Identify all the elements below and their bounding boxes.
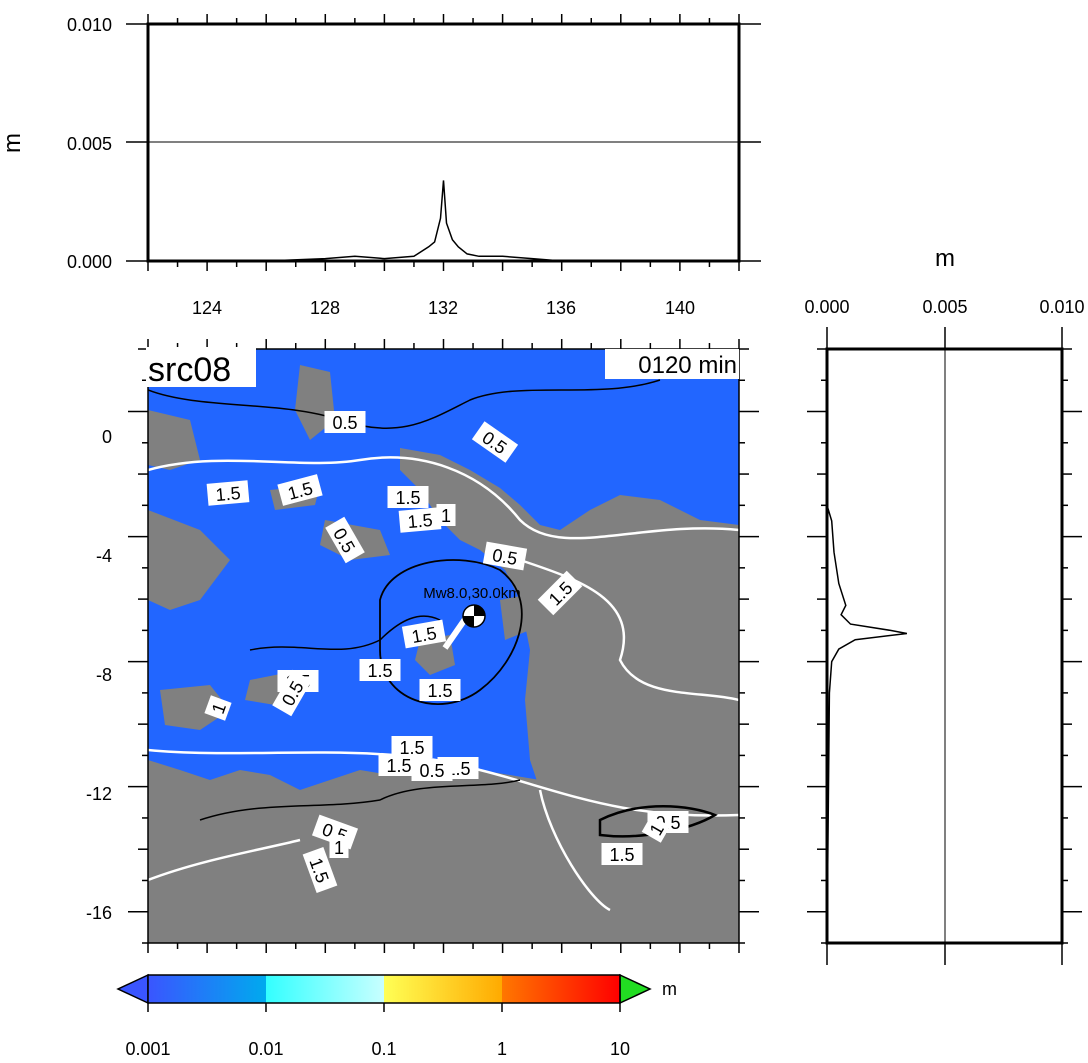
map-panel: 0 -4 -8 -12 -16: [86, 339, 759, 953]
contour-label: 1: [204, 695, 232, 721]
coastline-white: [148, 789, 611, 912]
contour-line: [199, 779, 521, 821]
contour-line: [379, 559, 523, 705]
right-axis-ticks: [807, 327, 1082, 965]
contour-line: [249, 615, 441, 651]
colorbar-segment: [384, 975, 502, 1003]
contour-label: 1.5: [359, 659, 401, 681]
contour-label: 0.5: [411, 759, 453, 781]
right-xtick-label: 0.010: [1039, 297, 1084, 317]
svg-text:1.5: 1.5: [367, 661, 392, 681]
colorbar-tick-label: 0.1: [371, 1039, 396, 1059]
top-profile-panel: m 0.010 0.005 0.000 124 128 132 136 140: [0, 14, 761, 318]
map-ytick-label: -4: [96, 546, 112, 566]
svg-text:1.5: 1.5: [410, 623, 438, 647]
contour-label-group: 0.50.51.51.51.51.510.50.51.51.51.51.50.5…: [204, 411, 689, 894]
top-ytick-label: 0.000: [67, 252, 112, 272]
event-label: Mw8.0,30.0km: [423, 585, 521, 602]
contour-label: 1.5: [419, 679, 461, 701]
contour-label: 1: [329, 836, 349, 858]
colorbar-under-arrow: [116, 973, 149, 1005]
beachball-quadrants: [463, 605, 485, 627]
colorbar-over-arrow: [619, 973, 652, 1005]
map-ytick-label: -12: [86, 784, 112, 804]
coastline-white: [148, 456, 739, 540]
contour-label: 1.5: [387, 486, 429, 508]
colorbar-tick-label: 0.01: [248, 1039, 283, 1059]
colorbar-segment: [148, 975, 266, 1003]
map-title: src08: [148, 351, 231, 389]
svg-text:0.5: 0.5: [332, 413, 357, 433]
right-xtick-label: 0.000: [804, 297, 849, 317]
top-axis-ticks: [126, 14, 761, 271]
right-profile-line: [826, 361, 908, 944]
amplitude-contours: [148, 379, 739, 912]
top-ytick-label: 0.010: [67, 15, 112, 35]
svg-text:0.5: 0.5: [491, 545, 519, 569]
contour-label: 1.5: [401, 619, 447, 649]
contour-label: 0.5: [324, 411, 366, 433]
svg-text:0.5: 0.5: [419, 761, 444, 781]
svg-text:1.5: 1.5: [386, 756, 411, 776]
top-ytick-label: 0.005: [67, 134, 112, 154]
contour-label: 1: [641, 815, 671, 843]
right-xtick-label: 0.005: [922, 297, 967, 317]
sulawesi-land: [148, 510, 230, 610]
svg-text:1.5: 1.5: [427, 681, 452, 701]
colorbar-ticks: [147, 1003, 621, 1012]
contour-label: 0.5: [471, 421, 519, 463]
contour-label: 1.5: [601, 843, 643, 865]
map-ytick-label: -16: [86, 903, 112, 923]
top-xtick-label: 136: [546, 298, 576, 318]
right-xlabel: m: [935, 245, 955, 272]
contour-line: [148, 379, 661, 430]
contour-label: 1.5: [398, 507, 442, 533]
colorbar-tick-label: 10: [610, 1039, 630, 1059]
contour-label: 1.5: [378, 754, 420, 776]
colorbar-unit: m: [662, 979, 677, 999]
map-ytick-label: -8: [96, 665, 112, 685]
borneo-land: [148, 410, 200, 470]
time-box: [605, 349, 739, 379]
top-xtick-label: 140: [665, 298, 695, 318]
top-xtick-label: 124: [192, 298, 222, 318]
top-xtick-label: 128: [310, 298, 340, 318]
contour-line: [598, 805, 718, 838]
contour-label: 1.5: [391, 736, 433, 758]
aru-land: [500, 595, 530, 640]
top-profile-line: [148, 180, 739, 262]
svg-text:1: 1: [334, 838, 344, 858]
colorbar: m 0.001 0.01 0.1 1 10: [116, 973, 677, 1059]
title-box: [146, 347, 256, 387]
colorbar-tick-label: 0.001: [125, 1039, 170, 1059]
colorbar-segment: [266, 975, 384, 1003]
top-xtick-label: 132: [428, 298, 458, 318]
svg-text:1.5: 1.5: [215, 483, 242, 505]
map-ytick-label: 0: [102, 427, 112, 447]
colorbar-tick-label: 1: [497, 1039, 507, 1059]
map-frame: [147, 348, 740, 944]
map-area: 0.50.51.51.51.51.510.50.51.51.51.51.50.5…: [148, 349, 739, 943]
source-mechanism: Mw8.0,30.0km: [423, 585, 521, 650]
top-ylabel: m: [0, 133, 26, 153]
time-label: 0120 min: [638, 352, 737, 379]
svg-text:1.5: 1.5: [399, 738, 424, 758]
colorbar-segment: [502, 975, 620, 1003]
contour-label: 1.5: [206, 480, 250, 506]
svg-text:1: 1: [441, 506, 451, 526]
svg-text:1.5: 1.5: [395, 488, 420, 508]
svg-text:1.5: 1.5: [609, 845, 634, 865]
contour-label: 0.5: [482, 541, 528, 571]
right-profile-panel: m 0.000 0.005 0.010: [804, 245, 1085, 965]
contour-label: 1: [436, 504, 456, 526]
coastline-white: [148, 748, 739, 817]
svg-text:1.5: 1.5: [407, 510, 434, 532]
